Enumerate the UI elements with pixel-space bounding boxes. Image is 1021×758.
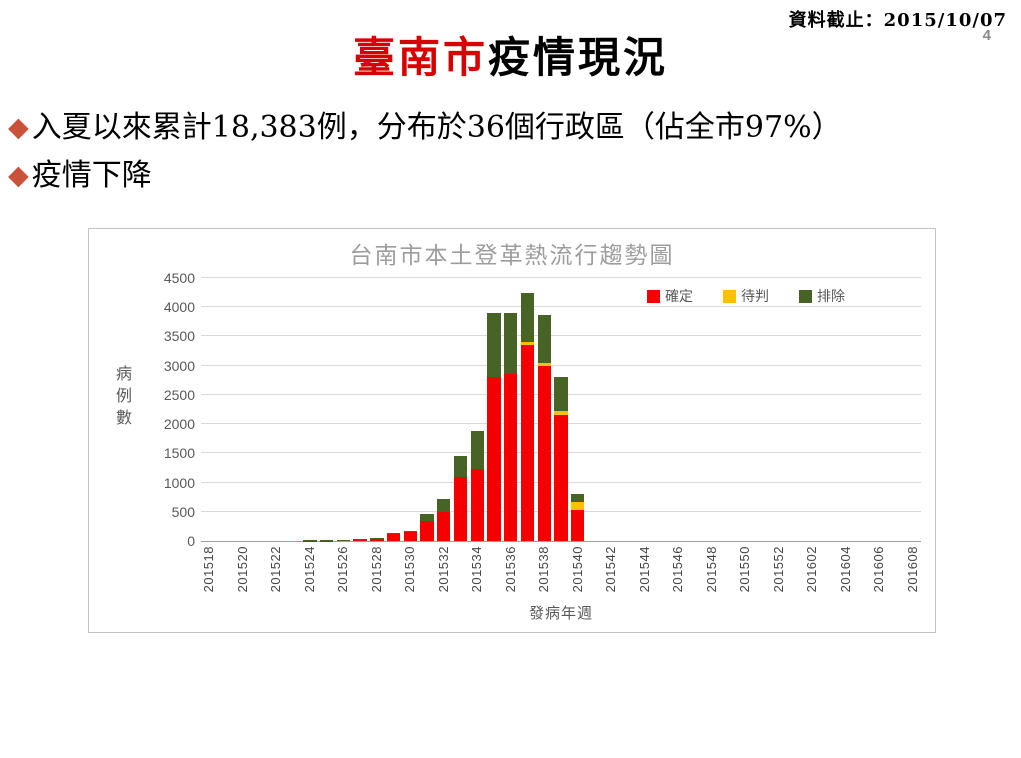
x-tick-label: 201522 [268,546,284,593]
chart-title: 台南市本土登革熱流行趨勢圖 [349,242,675,268]
x-tick-label: 201542 [603,546,619,593]
bar-segment-排除 [537,314,551,363]
slide-title-highlight: 臺南市 [352,33,488,82]
y-axis-title: 病例數 [113,365,130,431]
x-tick-label: 201544 [636,546,652,593]
bar-segment-確定 [554,415,568,541]
bullet-text: 疫情下降 [31,158,152,193]
bar-segment-確定 [403,532,417,541]
bar-segment-待判 [520,342,535,346]
bar-segment-確定 [336,540,351,541]
bullet-item: ◆ 入夏以來累計18,383例，分布於36個行政區（佔全市97%） [8,104,1008,152]
y-tick-label: 2000 [163,416,195,433]
legend-item: 待判 [723,286,769,306]
bar-segment-排除 [504,313,518,375]
legend-label: 待判 [741,288,769,304]
gridline [201,364,921,366]
gridline [201,277,921,278]
bar-segment-待判 [537,362,551,366]
x-tick-label: 201552 [770,546,786,593]
x-tick-label: 201526 [335,546,351,593]
slide-title: 臺南市疫情現況 [0,24,1021,85]
legend-label: 排除 [817,288,845,304]
bar-segment-排除 [403,530,417,533]
legend-label: 確定 [665,288,693,304]
y-tick-label: 0 [187,533,195,549]
x-tick-label: 201536 [502,546,518,593]
legend-item: 排除 [799,286,845,306]
legend-swatch-icon [647,289,660,303]
bar-segment-確定 [571,510,585,541]
x-tick-label: 201530 [402,546,418,593]
x-tick-label: 201524 [301,546,317,593]
x-tick-label: 201602 [804,546,820,593]
diamond-bullet-icon: ◆ [8,112,29,143]
bar-segment-確定 [437,512,451,541]
bar-segment-排除 [520,292,535,343]
legend-swatch-icon [799,289,812,303]
gridline [201,306,921,308]
bar-segment-待判 [554,410,568,416]
slide-title-rest: 疫情現況 [488,33,669,82]
page-number: 4 [982,27,991,44]
legend-item: 確定 [647,286,693,306]
x-tick-label: 201532 [435,546,451,593]
bar-segment-確定 [470,469,484,541]
y-tick-label: 3000 [163,357,195,374]
y-tick-label: 500 [171,503,195,520]
bar-segment-確定 [353,539,367,541]
trend-chart: 台南市本土登革熱流行趨勢圖 病例數 0 500 1000 1500 2000 2500 30… [88,228,936,633]
bar-segment-確定 [453,477,468,541]
bar-segment-確定 [537,365,551,541]
x-tick-label: 201546 [670,546,686,593]
y-tick-label: 2500 [163,386,195,403]
x-tick-label: 201518 [201,546,217,593]
plot-area: 0 500 1000 1500 2000 2500 3000 3500 4000 4500 2015… [164,270,921,592]
bar-segment-確定 [370,538,384,541]
x-tick-label: 201604 [837,546,853,593]
x-tick-label: 201608 [904,546,920,593]
bar-segment-確定 [504,374,518,541]
x-tick-label: 201548 [703,546,719,593]
bar-segment-排除 [554,377,568,411]
x-axis-title: 發病年週 [528,605,593,622]
bar-segment-排除 [470,431,484,470]
bar-segment-確定 [520,345,535,541]
bar-segment-排除 [453,456,468,478]
bar-segment-排除 [370,538,384,539]
bar-segment-排除 [437,498,451,513]
y-tick-label: 3500 [163,328,195,345]
x-tick-label: 201520 [234,546,250,593]
x-tick-label: 201538 [536,546,552,593]
x-tick-label: 201534 [469,546,485,593]
bullet-list: ◆ 入夏以來累計18,383例，分布於36個行政區（佔全市97%） ◆ 疫情下降 [8,104,1008,200]
y-tick-label: 1500 [163,445,195,462]
data-cutoff-label: 資料截止：2015/10/07 [788,10,1007,31]
chart-legend: 確定 待判 排除 [647,286,845,306]
bar-segment-確定 [386,534,401,541]
bar-segment-確定 [487,377,501,541]
bullet-item: ◆ 疫情下降 [8,152,1008,200]
y-tick-label: 4500 [163,270,195,286]
bar-segment-排除 [386,533,401,534]
y-tick-label: 1000 [163,474,195,491]
x-tick-label: 201540 [569,546,585,593]
bullet-text: 入夏以來累計18,383例，分布於36個行政區（佔全市97%） [31,110,842,145]
x-tick-label: 201550 [737,546,753,593]
legend-swatch-icon [723,289,736,303]
bar-segment-確定 [420,520,434,541]
y-tick-label: 4000 [163,299,195,316]
bar-segment-待判 [571,501,585,511]
x-tick-label: 201528 [368,546,384,593]
gridline [201,335,921,337]
bar-segment-排除 [420,514,434,521]
x-tick-label: 201606 [871,546,887,593]
bar-segment-排除 [571,494,585,502]
diamond-bullet-icon: ◆ [8,160,29,191]
bar-segment-排除 [487,313,501,378]
x-axis-line [201,541,921,542]
